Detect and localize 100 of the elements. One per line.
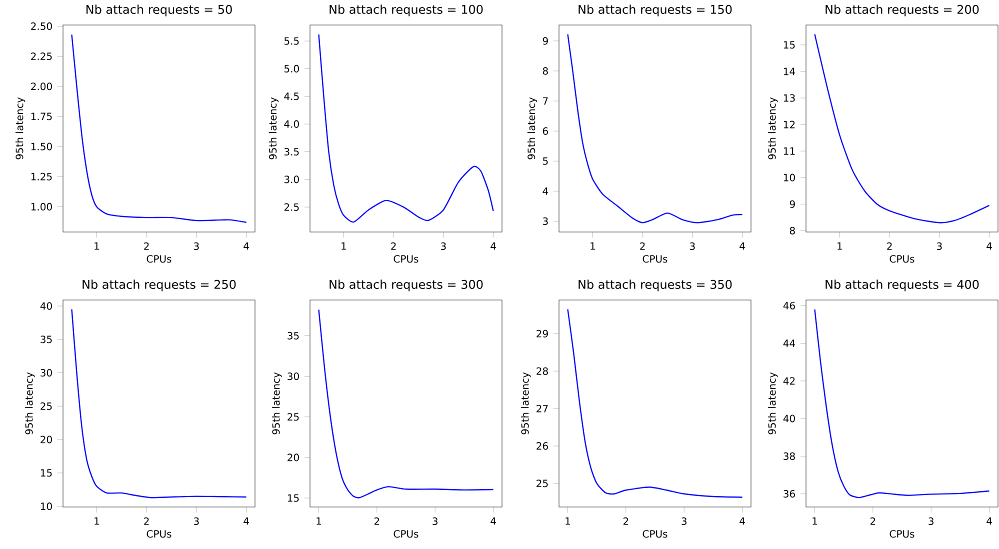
x-tick-label: 1 <box>342 242 346 250</box>
line-series <box>71 34 247 223</box>
y-tick-label: 10 <box>784 174 795 182</box>
y-tick-label: 2.50 <box>31 22 52 30</box>
y-axis-title: 95th latency <box>527 97 538 160</box>
y-axis-title: 95th latency <box>768 372 778 434</box>
y-tick-label: 8 <box>542 67 548 75</box>
x-tick-label: 4 <box>740 517 745 525</box>
y-tick-label: 1.75 <box>31 112 52 120</box>
x-axis-title: CPUs <box>642 530 668 538</box>
x-tick-label: 3 <box>690 242 695 250</box>
chart-title: Nb attach requests = 50 <box>86 4 232 16</box>
y-tick-label: 29 <box>536 330 548 338</box>
x-tick-label: 2 <box>144 242 149 250</box>
x-tick-label: 1 <box>566 517 570 525</box>
y-axis-title: 95th latency <box>16 97 26 160</box>
y-tick-label: 28 <box>536 367 548 375</box>
y-tick-label: 25 <box>40 402 52 410</box>
x-axis-title: CPUs <box>890 255 914 263</box>
x-tick-label: 2 <box>640 242 645 250</box>
x-tick-label: 3 <box>682 517 686 525</box>
chart-title: Nb attach requests = 300 <box>330 280 483 292</box>
chart-title: Nb attach requests = 100 <box>330 4 483 16</box>
line-series <box>814 34 990 224</box>
chart-title: Nb attach requests = 400 <box>826 280 979 292</box>
y-tick-label: 42 <box>783 377 795 385</box>
y-tick-label: 4.5 <box>284 92 299 100</box>
x-axis-title: CPUs <box>642 255 668 263</box>
y-tick-label: 10 <box>40 502 52 510</box>
line-series <box>318 34 494 223</box>
y-tick-label: 15 <box>40 469 52 477</box>
x-axis-title: CPUs <box>146 255 172 263</box>
y-tick-label: 2.25 <box>31 52 52 60</box>
y-tick-label: 12 <box>784 120 795 128</box>
x-axis-title: CPUs <box>890 530 914 538</box>
chart-title: Nb attach requests = 350 <box>578 280 732 292</box>
y-tick-label: 11 <box>784 147 795 155</box>
y-tick-label: 38 <box>784 452 795 460</box>
chart-title: Nb attach requests = 250 <box>82 280 236 292</box>
x-tick-label: 4 <box>244 517 249 525</box>
chart-title: Nb attach requests = 150 <box>578 4 732 16</box>
y-tick-label: 8 <box>790 226 795 234</box>
y-tick-label: 30 <box>288 372 299 380</box>
y-tick-label: 6 <box>542 127 548 135</box>
x-axis-title: CPUs <box>146 530 172 538</box>
line-series <box>814 308 990 498</box>
y-tick-label: 9 <box>790 200 795 208</box>
x-tick-label: 4 <box>986 242 992 250</box>
y-axis-title: 95th latency <box>272 372 282 434</box>
y-tick-label: 2.00 <box>31 82 52 90</box>
y-tick-label: 20 <box>288 454 299 462</box>
x-tick-label: 1 <box>94 242 99 250</box>
x-tick-label: 4 <box>490 517 496 525</box>
y-tick-label: 46 <box>783 302 795 310</box>
y-axis-title: 95th latency <box>521 372 531 434</box>
y-tick-label: 44 <box>783 340 796 347</box>
y-tick-label: 15 <box>288 494 299 502</box>
y-tick-label: 3.0 <box>284 176 299 184</box>
y-tick-label: 40 <box>783 414 795 422</box>
line-series <box>318 309 494 498</box>
y-axis-title: 95th latency <box>268 97 279 160</box>
x-axis-title: CPUs <box>394 530 418 538</box>
line-series <box>71 308 247 498</box>
y-axis-title: 95th latency <box>25 372 35 434</box>
y-tick-label: 2.5 <box>284 203 299 211</box>
y-axis-title: 95th latency <box>768 97 778 160</box>
x-tick-label: 3 <box>928 517 934 525</box>
x-tick-label: 1 <box>812 517 817 525</box>
x-tick-label: 3 <box>194 517 199 525</box>
y-tick-label: 1.00 <box>31 202 52 210</box>
y-tick-label: 5 <box>543 157 548 165</box>
y-tick-label: 40 <box>40 302 52 310</box>
y-tick-label: 36 <box>784 490 795 498</box>
y-tick-label: 25 <box>288 413 299 421</box>
x-tick-label: 2 <box>374 517 380 525</box>
y-tick-label: 35 <box>288 332 299 340</box>
x-tick-label: 1 <box>590 242 595 250</box>
y-tick-label: 26 <box>536 442 548 450</box>
x-tick-label: 1 <box>94 517 99 525</box>
chart-title: Nb attach requests = 200 <box>826 4 979 16</box>
y-tick-label: 4.0 <box>284 120 299 128</box>
y-tick-label: 27 <box>536 404 548 412</box>
y-tick-label: 20 <box>40 436 52 444</box>
y-tick-label: 1.25 <box>31 172 52 180</box>
line-series <box>567 308 743 498</box>
y-tick-label: 5.0 <box>284 64 299 72</box>
x-tick-label: 4 <box>986 517 992 525</box>
x-tick-label: 3 <box>432 517 438 525</box>
x-tick-label: 3 <box>194 242 199 250</box>
y-tick-label: 3.5 <box>284 148 299 156</box>
y-tick-label: 4 <box>542 187 548 195</box>
y-tick-label: 35 <box>40 336 52 344</box>
y-tick-label: 3 <box>542 217 548 225</box>
y-tick-label: 1.50 <box>31 142 52 150</box>
x-tick-label: 4 <box>244 242 249 250</box>
x-axis-title: CPUs <box>394 255 418 263</box>
x-tick-label: 1 <box>838 242 842 250</box>
x-tick-label: 2 <box>144 517 149 525</box>
x-tick-label: 4 <box>740 242 745 250</box>
y-tick-label: 13 <box>784 94 795 102</box>
